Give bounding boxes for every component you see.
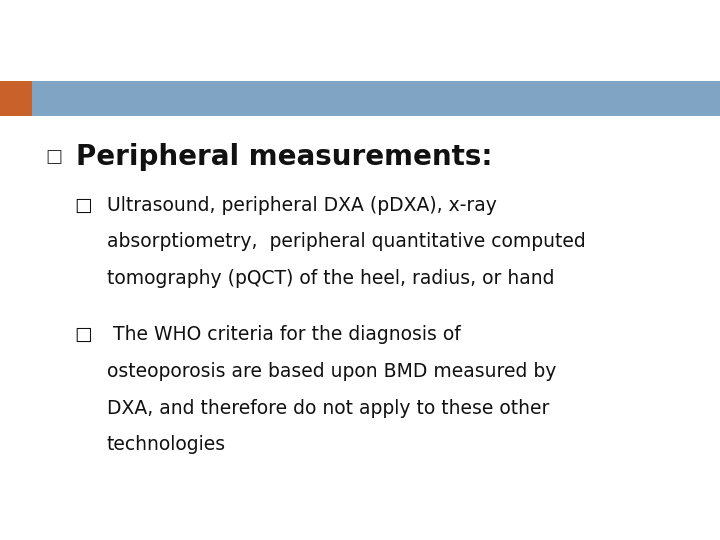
Text: DXA, and therefore do not apply to these other: DXA, and therefore do not apply to these… xyxy=(107,399,549,418)
Text: absorptiometry,  peripheral quantitative computed: absorptiometry, peripheral quantitative … xyxy=(107,232,585,252)
Text: osteoporosis are based upon BMD measured by: osteoporosis are based upon BMD measured… xyxy=(107,362,556,381)
Text: tomography (pQCT) of the heel, radius, or hand: tomography (pQCT) of the heel, radius, o… xyxy=(107,269,554,288)
Bar xyxy=(0,81,32,116)
Text: □: □ xyxy=(74,195,91,215)
Text: Ultrasound, peripheral DXA (pDXA), x-ray: Ultrasound, peripheral DXA (pDXA), x-ray xyxy=(107,195,496,215)
Text: Peripheral measurements:: Peripheral measurements: xyxy=(76,143,492,171)
Text: □: □ xyxy=(74,325,91,345)
Bar xyxy=(0,81,720,116)
Text: □: □ xyxy=(45,147,63,166)
Text: The WHO criteria for the diagnosis of: The WHO criteria for the diagnosis of xyxy=(107,325,460,345)
Text: technologies: technologies xyxy=(107,435,225,455)
